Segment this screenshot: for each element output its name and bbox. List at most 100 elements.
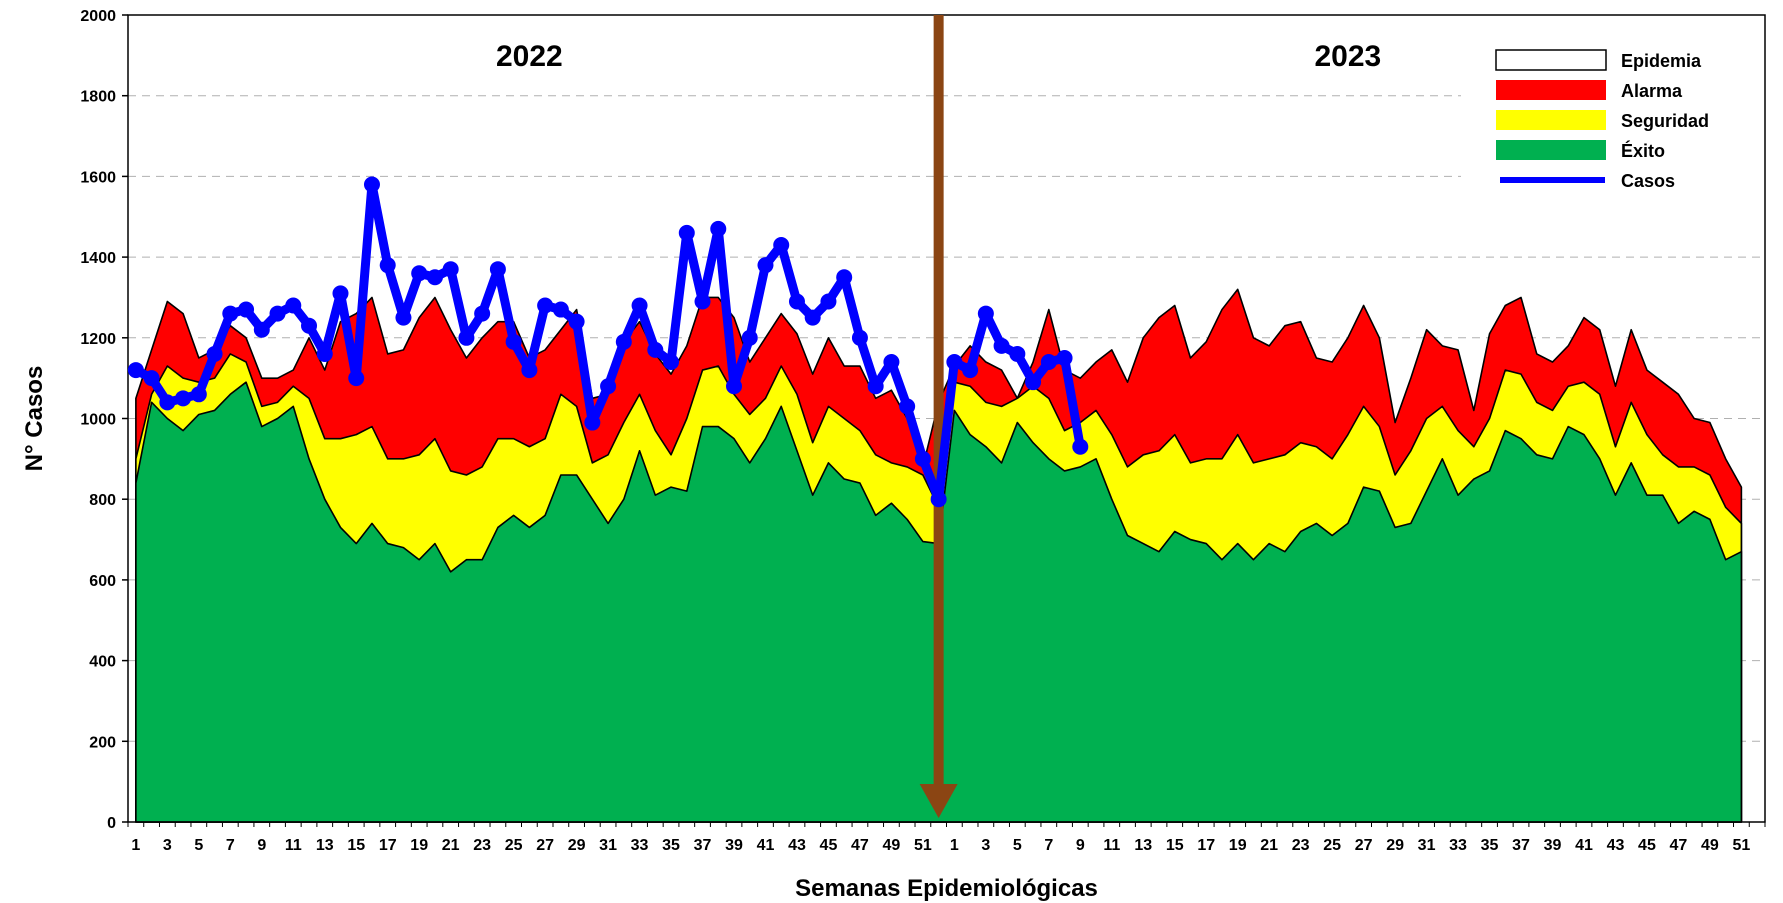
x-tick-label-2023-7: 7 [1044,837,1053,854]
casos-point-39 [726,378,743,395]
x-tick-label-2022-35: 35 [662,837,680,854]
legend: Epidemia Alarma Seguridad Éxito Casos [1461,34,1761,200]
y-tick-label-1000: 1000 [80,412,116,429]
year-label-2022: 2022 [496,40,563,73]
casos-point-8 [238,301,255,318]
x-tick-label-2023-25: 25 [1323,837,1341,854]
x-tick-label-2022-43: 43 [788,837,806,854]
casos-point-3 [159,394,176,411]
casos-point-47 [851,329,868,346]
x-tick-label-2022-17: 17 [379,837,397,854]
casos-point-6 [206,345,223,362]
legend-label-alarma: Alarma [1621,81,1683,101]
x-tick-label-2022-41: 41 [757,837,775,854]
casos-point-52 [930,491,947,508]
x-tick-label-2023-19: 19 [1229,837,1247,854]
x-tick-label-2022-1: 1 [131,837,140,854]
x-tick-label-2023-51: 51 [1732,837,1750,854]
casos-point-31 [600,378,617,395]
x-tick-label-2023-5: 5 [1013,837,1022,854]
casos-point-16 [363,176,380,193]
legend-swatch-seguridad [1496,110,1606,130]
y-tick-label-1600: 1600 [80,169,116,186]
casos-point-43 [788,293,805,310]
x-tick-label-2022-51: 51 [914,837,932,854]
x-tick-label-2022-45: 45 [820,837,838,854]
x-tick-label-2023-37: 37 [1512,837,1530,854]
x-tick-label-2023-43: 43 [1607,837,1625,854]
x-tick-label-2023-3: 3 [981,837,990,854]
x-tick-label-2022-9: 9 [257,837,266,854]
x-tick-label-2023-41: 41 [1575,837,1593,854]
y-tick-label-1800: 1800 [80,89,116,106]
casos-point-55 [977,305,994,322]
x-tick-label-2022-23: 23 [473,837,491,854]
casos-point-30 [584,414,601,431]
casos-point-40 [741,329,758,346]
casos-point-56 [993,337,1010,354]
x-tick-label-2023-49: 49 [1701,837,1719,854]
casos-point-1 [127,362,144,379]
casos-point-46 [836,269,853,286]
casos-point-17 [379,257,396,274]
x-tick-label-2022-29: 29 [568,837,586,854]
y-axis: 0 200 400 600 800 1000 1200 1400 1600 1800 2000 [80,8,128,832]
casos-point-10 [269,305,286,322]
casos-point-48 [867,378,884,395]
x-tick-label-2022-19: 19 [410,837,428,854]
casos-point-29 [568,313,585,330]
x-tick-label-2023-35: 35 [1481,837,1499,854]
x-tick-label-2023-31: 31 [1418,837,1436,854]
legend-label-epidemia: Epidemia [1621,51,1702,71]
y-axis-title: N° Casos [21,366,48,472]
year-divider-arrow [919,15,958,818]
y-tick-label-200: 200 [89,734,116,751]
y-tick-label-800: 800 [89,492,116,509]
casos-point-32 [615,333,632,350]
casos-point-50 [899,398,916,415]
x-tick-label-2022-21: 21 [442,837,460,854]
x-tick-label-2022-25: 25 [505,837,523,854]
casos-point-21 [442,261,459,278]
casos-point-5 [190,386,207,403]
casos-point-24 [489,261,506,278]
x-tick-label-2022-7: 7 [226,837,235,854]
casos-point-41 [757,257,774,274]
y-tick-label-0: 0 [107,815,116,832]
casos-point-12 [301,317,318,334]
x-tick-label-2022-39: 39 [725,837,743,854]
x-tick-label-2022-5: 5 [194,837,203,854]
casos-point-15 [348,370,365,387]
casos-point-4 [175,390,192,407]
casos-point-7 [222,305,239,322]
casos-point-18 [395,309,412,326]
casos-point-58 [1025,374,1042,391]
y-tick-label-2000: 2000 [80,8,116,25]
x-tick-label-2023-11: 11 [1103,837,1120,854]
x-tick-label-2023-45: 45 [1638,837,1656,854]
casos-point-25 [505,333,522,350]
x-tick-label-2022-13: 13 [316,837,334,854]
x-tick-label-2022-33: 33 [631,837,649,854]
x-tick-label-2023-17: 17 [1197,837,1215,854]
casos-point-36 [678,224,695,241]
casos-point-13 [316,345,333,362]
x-axis: 1 3 5 7 9 11 13 15 17 19 21 23 25 27 29 31 33 35 37 39 41 43 4… [127,822,1766,854]
casos-line-layer [127,176,1089,508]
casos-point-14 [332,285,349,302]
legend-label-seguridad: Seguridad [1621,111,1709,131]
casos-point-34 [647,341,664,358]
y-tick-label-600: 600 [89,573,116,590]
casos-point-23 [474,305,491,322]
year-label-2023: 2023 [1315,40,1382,73]
arrow-head [919,784,958,818]
casos-point-2 [143,370,160,387]
x-tick-label-2022-49: 49 [883,837,901,854]
casos-point-61 [1072,438,1089,455]
x-tick-label-2023-47: 47 [1670,837,1688,854]
y-tick-label-400: 400 [89,654,116,671]
x-tick-label-2023-21: 21 [1260,837,1278,854]
x-axis-title: Semanas Epidemiológicas [795,875,1098,902]
